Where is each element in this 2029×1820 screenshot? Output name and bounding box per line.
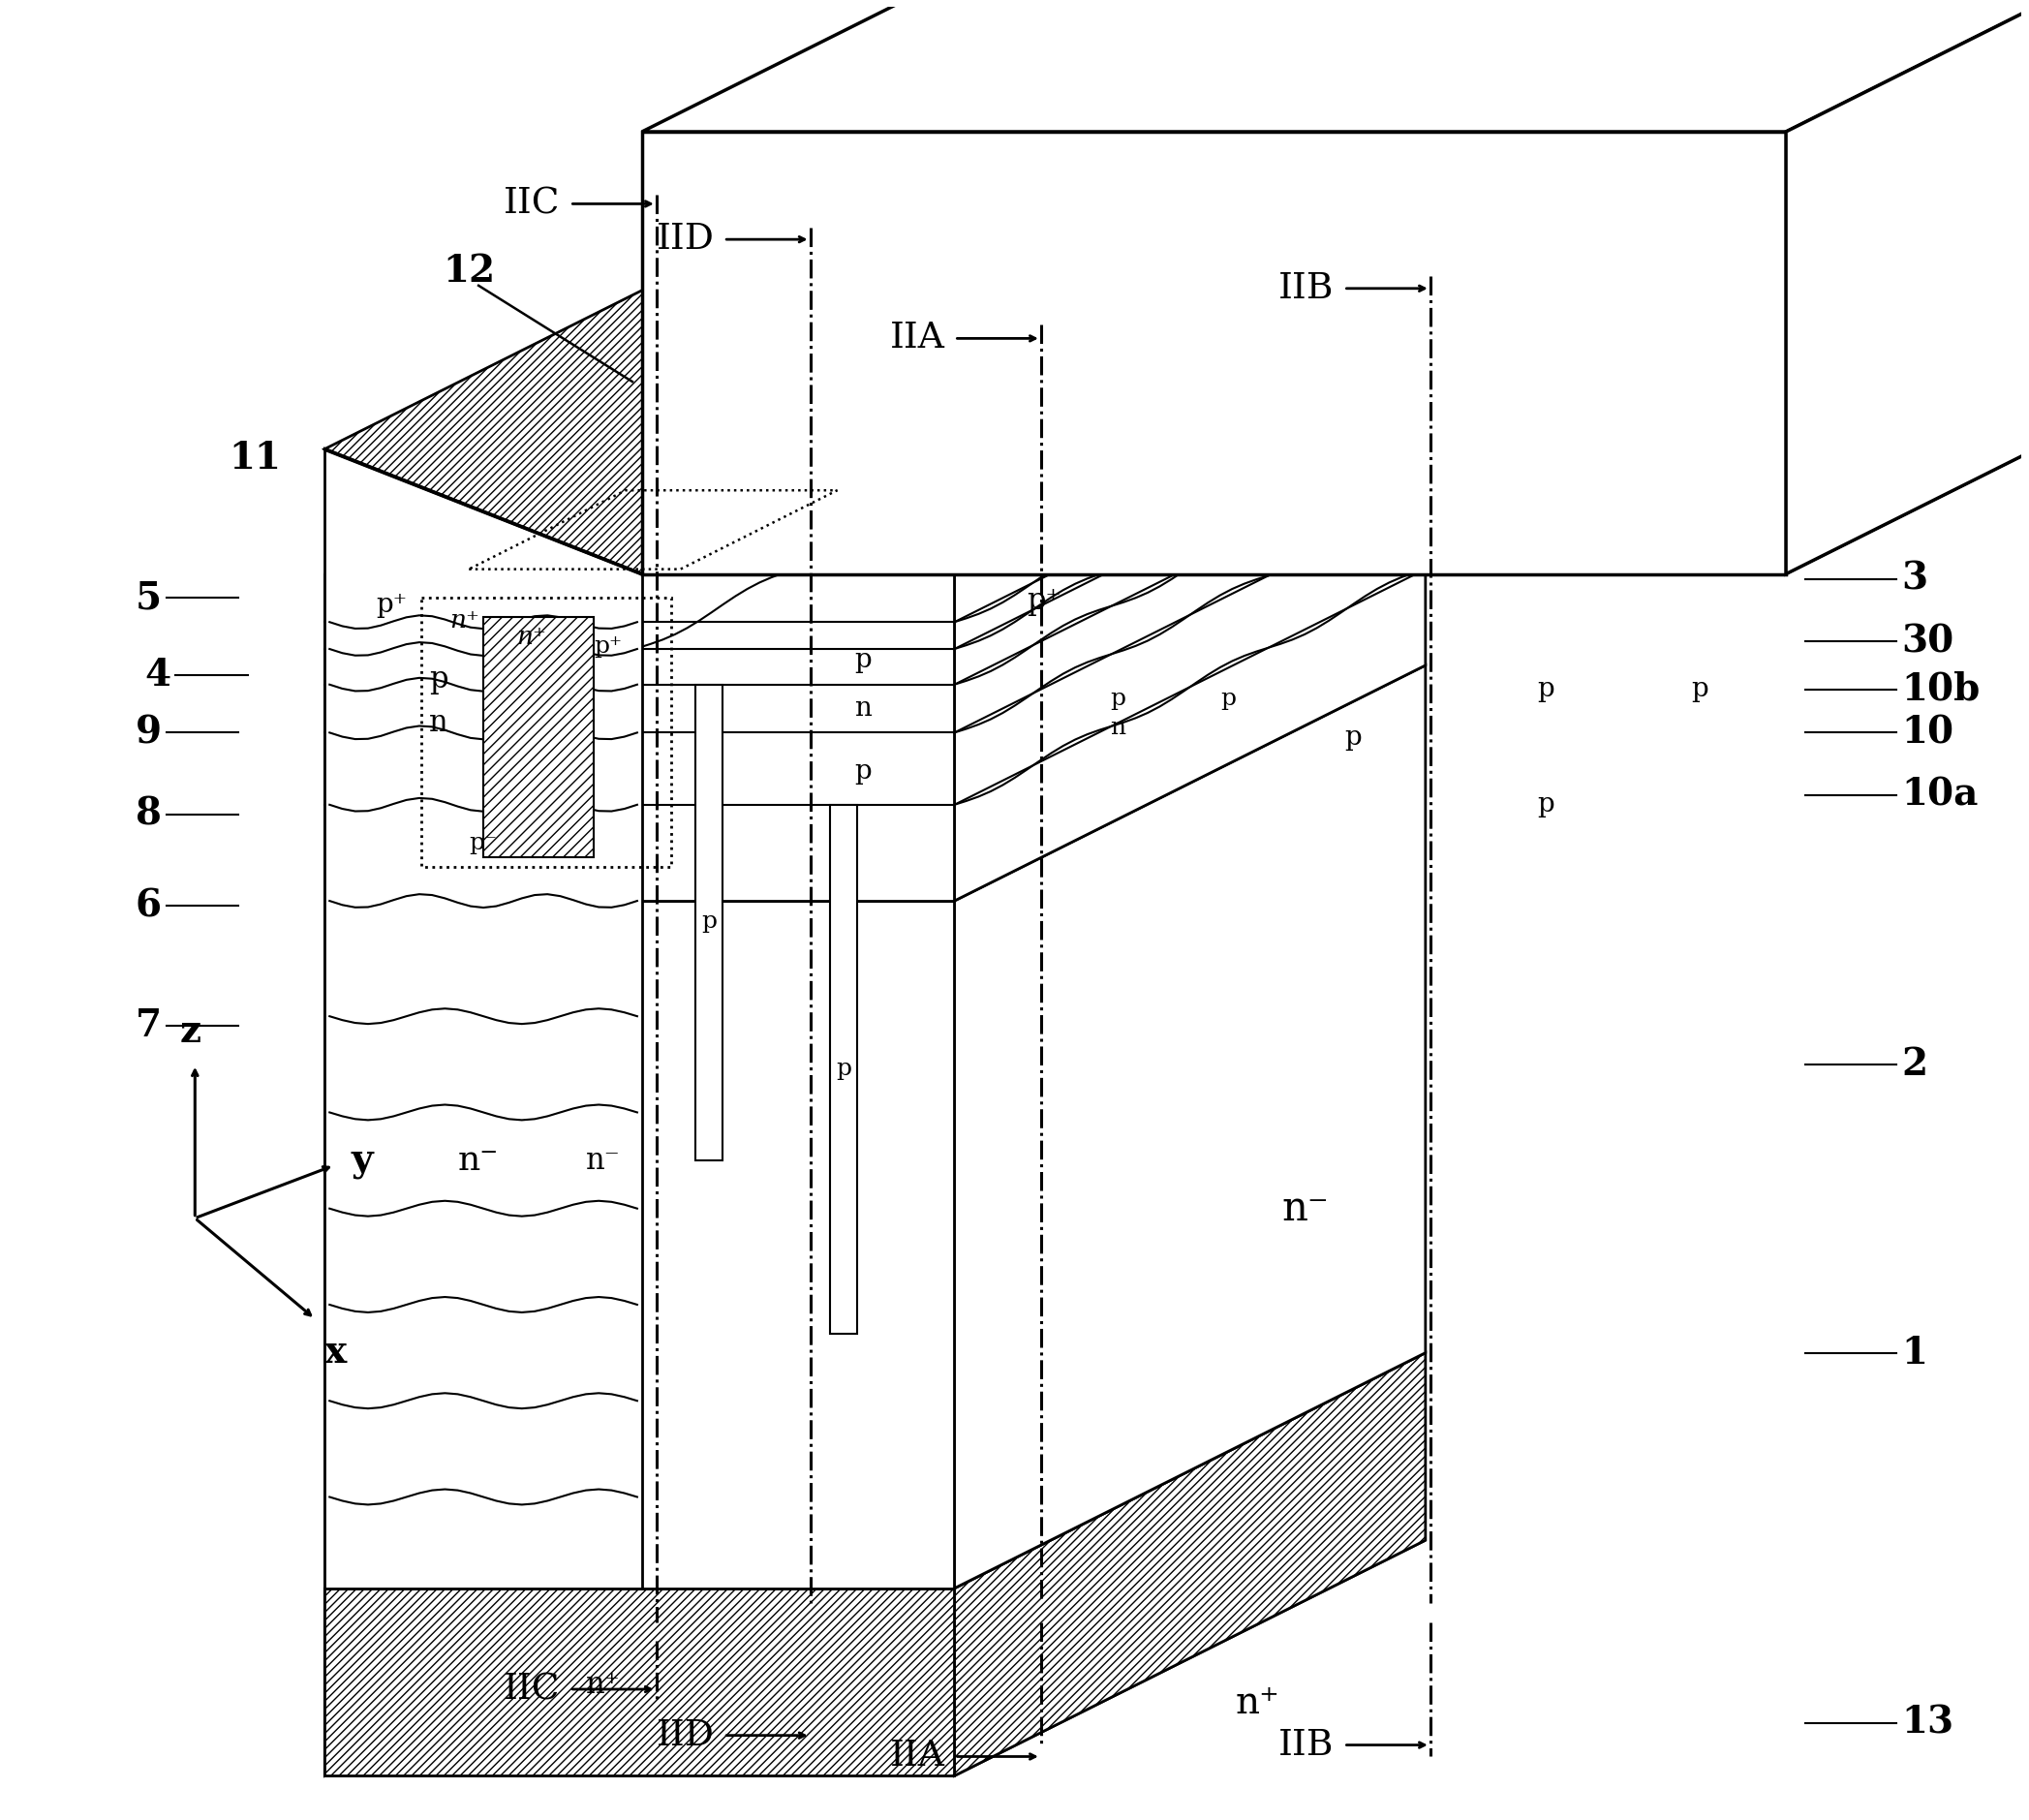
Text: p: p	[1690, 677, 1708, 703]
Polygon shape	[325, 213, 1114, 573]
Text: 5: 5	[136, 579, 162, 617]
Text: 11: 11	[229, 440, 282, 477]
Polygon shape	[325, 1540, 1426, 1776]
Text: 9: 9	[136, 713, 162, 752]
Text: 12: 12	[442, 253, 495, 289]
Text: 8: 8	[136, 795, 162, 834]
Text: n: n	[1110, 717, 1126, 739]
Text: IIC: IIC	[503, 186, 560, 222]
Polygon shape	[1786, 0, 2029, 573]
Text: IIC: IIC	[503, 1673, 560, 1707]
Polygon shape	[641, 131, 1786, 573]
Text: 10: 10	[1901, 713, 1954, 752]
Text: 6: 6	[136, 888, 162, 925]
Text: IIA: IIA	[891, 320, 946, 357]
Text: 4: 4	[144, 657, 170, 693]
Text: 10b: 10b	[1901, 672, 1980, 708]
Text: n⁺: n⁺	[1236, 1685, 1280, 1722]
Text: p: p	[1538, 792, 1554, 817]
Text: n: n	[854, 695, 872, 723]
Text: 13: 13	[1901, 1705, 1954, 1742]
Polygon shape	[830, 804, 858, 1334]
Text: p: p	[1538, 677, 1554, 703]
Text: 2: 2	[1901, 1046, 1928, 1083]
Polygon shape	[325, 573, 954, 901]
Text: p⁺: p⁺	[377, 592, 408, 617]
Text: n⁻: n⁻	[1282, 1188, 1329, 1228]
Polygon shape	[641, 339, 2029, 573]
Polygon shape	[954, 666, 1426, 1589]
Text: p: p	[1110, 688, 1126, 710]
Polygon shape	[325, 450, 641, 1589]
Text: p: p	[428, 664, 448, 695]
Text: n: n	[428, 708, 448, 739]
Text: z: z	[179, 1014, 201, 1050]
Text: IIB: IIB	[1278, 1727, 1335, 1762]
Text: 10a: 10a	[1901, 777, 1978, 814]
Text: y: y	[351, 1143, 373, 1179]
Polygon shape	[325, 1589, 954, 1776]
Text: IIA: IIA	[891, 1740, 946, 1774]
Text: n⁺: n⁺	[517, 624, 546, 648]
Polygon shape	[325, 339, 1426, 573]
Polygon shape	[954, 1352, 1426, 1776]
Text: n⁺: n⁺	[448, 608, 479, 632]
Text: x: x	[325, 1334, 347, 1370]
Text: p: p	[836, 1057, 852, 1081]
Text: 30: 30	[1901, 622, 1954, 659]
Text: n⁻: n⁻	[459, 1145, 499, 1178]
Text: p: p	[854, 757, 872, 784]
Polygon shape	[641, 0, 2029, 131]
Text: p: p	[702, 910, 716, 934]
Polygon shape	[325, 1352, 795, 1776]
Text: n⁻: n⁻	[586, 1145, 621, 1176]
Polygon shape	[954, 339, 1426, 901]
Text: 3: 3	[1901, 561, 1928, 597]
Text: p: p	[1345, 724, 1361, 750]
Text: p⁻: p⁻	[469, 832, 497, 854]
Text: n⁺: n⁺	[586, 1669, 621, 1700]
Text: p⁺: p⁺	[1027, 586, 1061, 615]
Polygon shape	[325, 901, 954, 1589]
Text: p: p	[1221, 688, 1236, 710]
Text: IID: IID	[655, 222, 714, 257]
Text: 7: 7	[136, 1008, 162, 1045]
Text: IIB: IIB	[1278, 271, 1335, 306]
Text: p⁺: p⁺	[594, 635, 623, 657]
Text: IID: IID	[655, 1718, 714, 1753]
Polygon shape	[325, 1352, 1426, 1589]
Text: p: p	[854, 648, 872, 673]
Polygon shape	[483, 617, 594, 857]
Polygon shape	[696, 684, 722, 1161]
Text: 1: 1	[1901, 1334, 1928, 1370]
